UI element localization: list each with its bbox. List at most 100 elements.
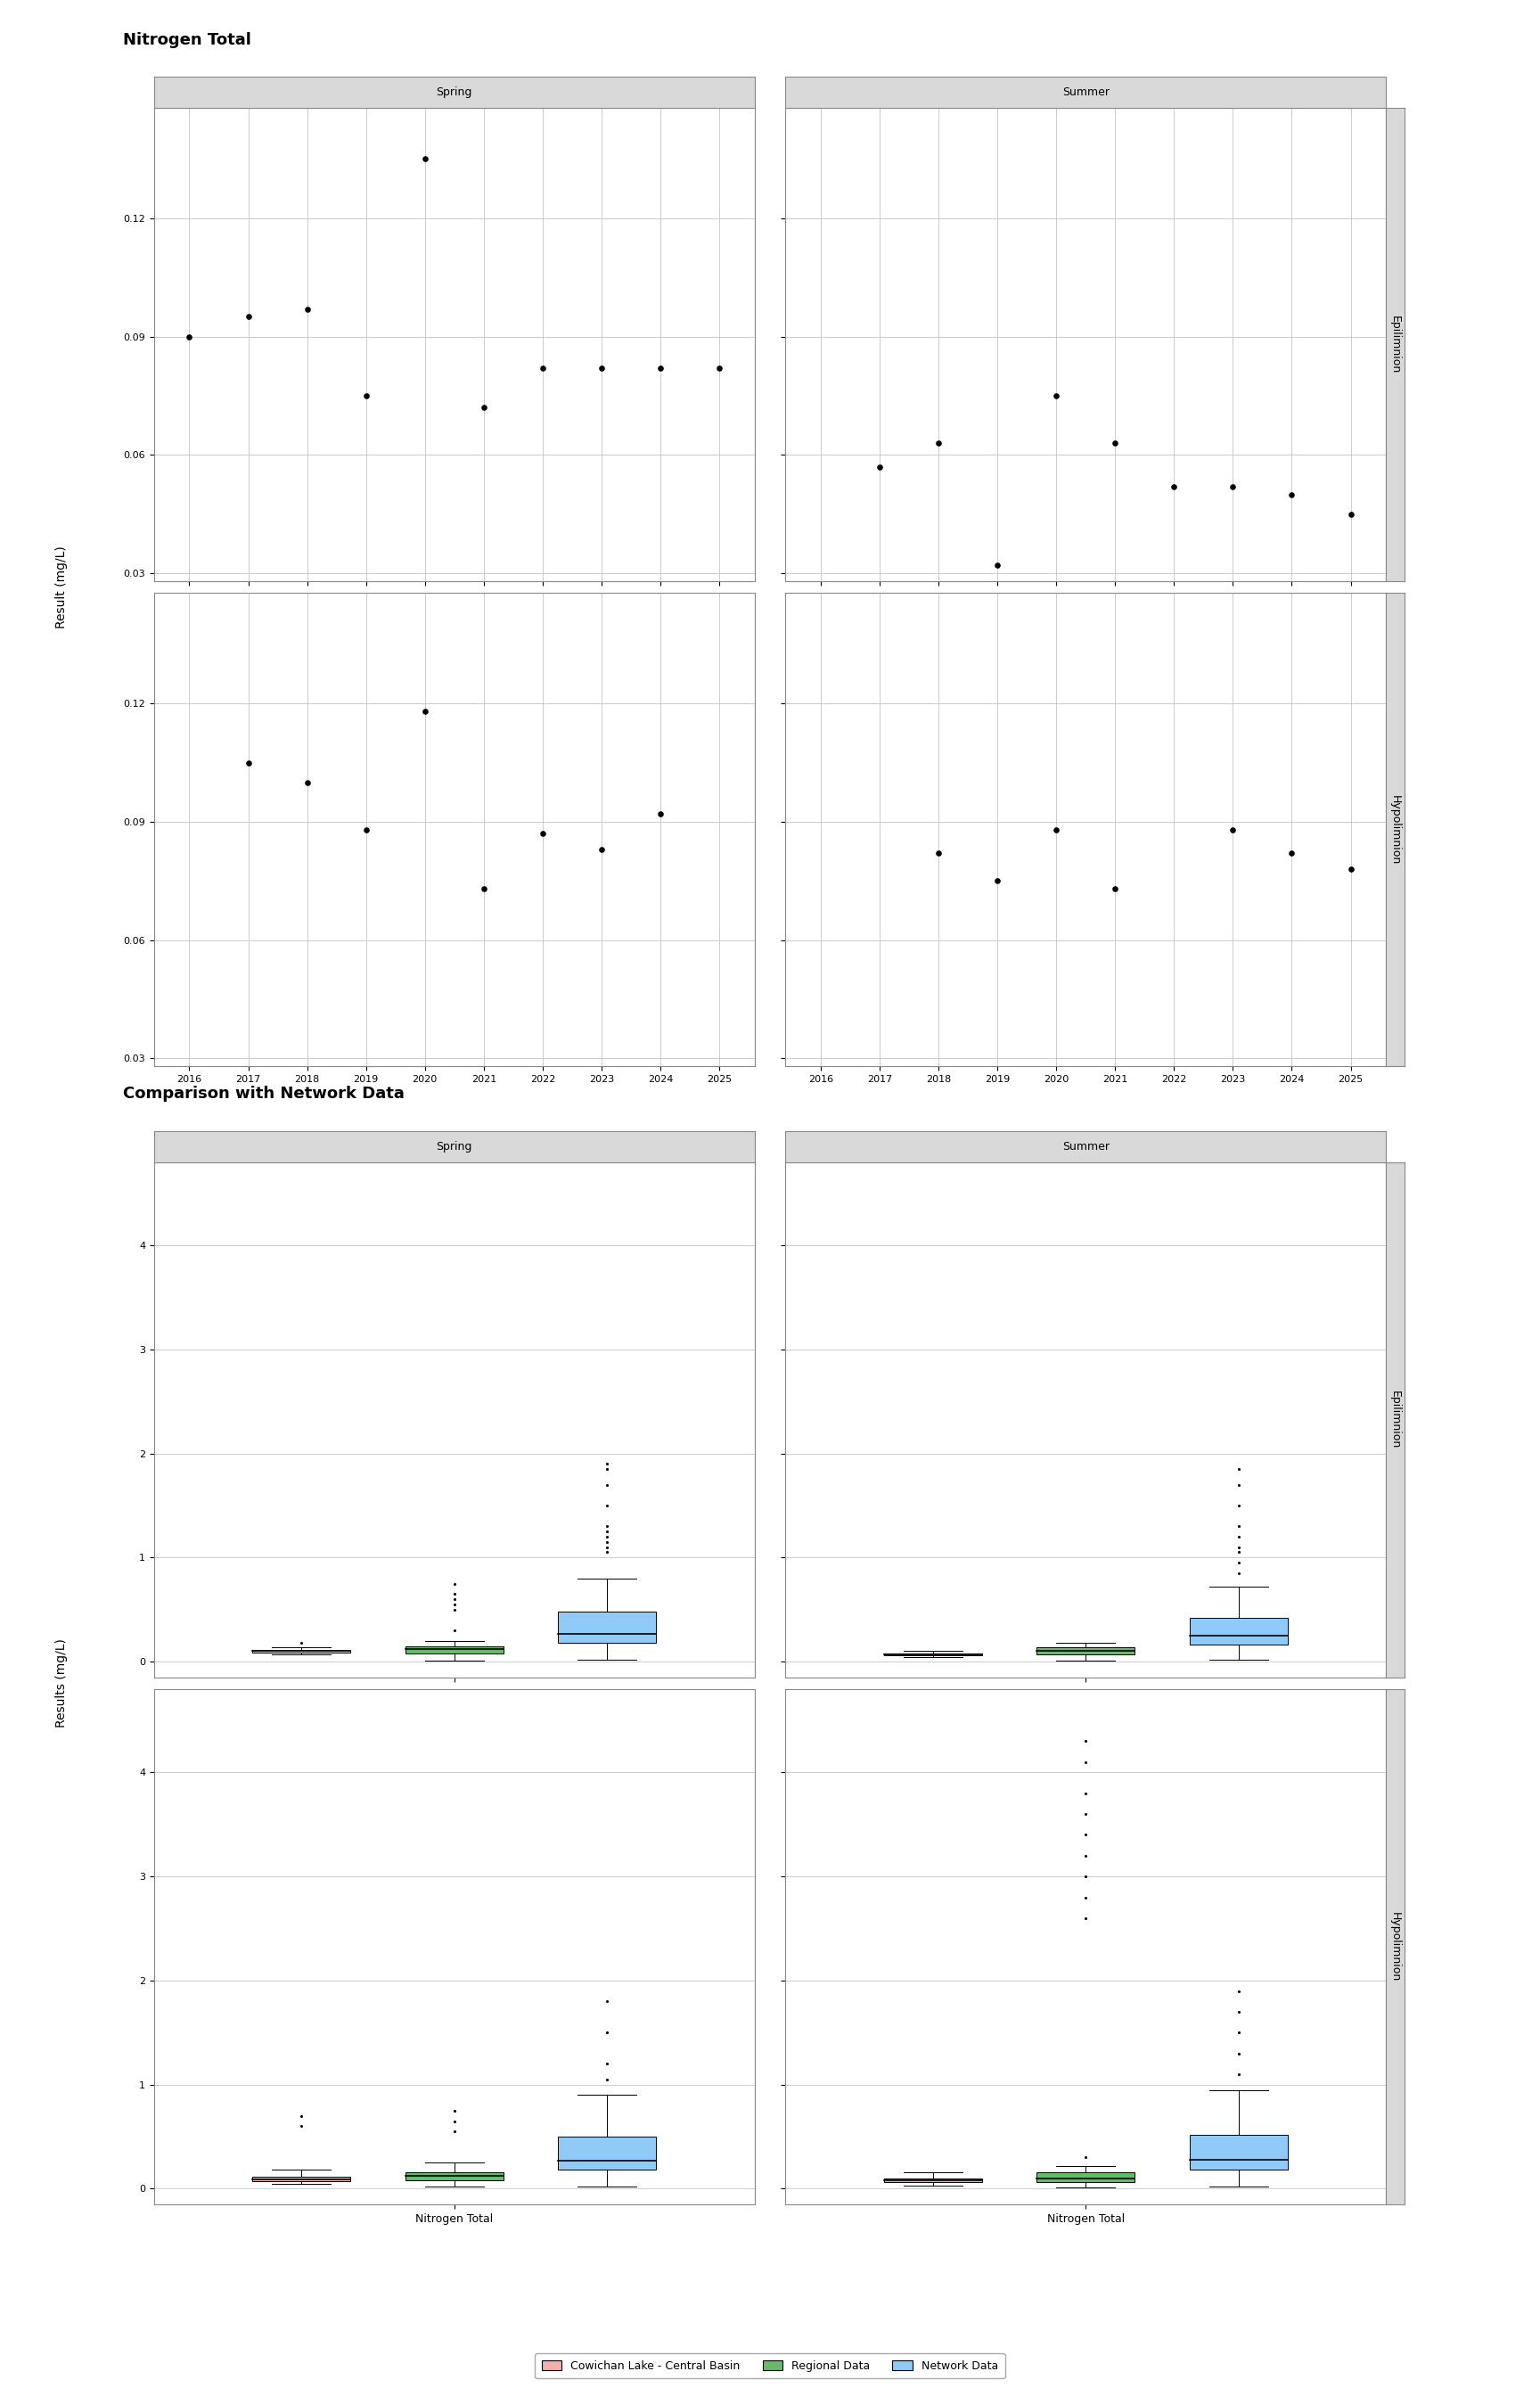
- Text: Result (mg/L): Result (mg/L): [55, 546, 68, 628]
- Point: [530, 815, 554, 853]
- Point: [1226, 1993, 1250, 2032]
- Point: [1226, 2013, 1250, 2051]
- Point: [590, 829, 614, 867]
- Point: [594, 1981, 619, 2020]
- Point: [926, 424, 950, 462]
- Bar: [253, 2176, 351, 2180]
- Text: Comparison with Network Data: Comparison with Network Data: [123, 1085, 405, 1102]
- Point: [294, 290, 319, 328]
- Bar: [884, 2178, 983, 2183]
- Point: [594, 1507, 619, 1545]
- Point: [442, 2113, 467, 2152]
- Point: [1103, 424, 1127, 462]
- Point: [1226, 1450, 1250, 1488]
- Point: [590, 350, 614, 388]
- Point: [1073, 1878, 1098, 1917]
- Text: Nitrogen Total: Nitrogen Total: [123, 31, 251, 48]
- Point: [442, 2101, 467, 2140]
- Point: [471, 388, 496, 426]
- Point: [413, 139, 437, 177]
- Point: [1103, 870, 1127, 908]
- Bar: [1036, 2173, 1135, 2183]
- Bar: [1189, 1617, 1287, 1646]
- Point: [594, 1450, 619, 1488]
- Point: [290, 1624, 314, 1663]
- Bar: [1189, 2135, 1287, 2171]
- Point: [1073, 1857, 1098, 1895]
- Point: [1226, 2034, 1250, 2073]
- Text: Summer: Summer: [1063, 86, 1109, 98]
- Point: [294, 762, 319, 800]
- Legend: Cowichan Lake - Central Basin, Regional Data, Network Data: Cowichan Lake - Central Basin, Regional …: [534, 2353, 1006, 2379]
- Text: Epilimnion: Epilimnion: [1389, 316, 1401, 374]
- Point: [1226, 1529, 1250, 1567]
- Point: [236, 297, 260, 335]
- Point: [1226, 1507, 1250, 1545]
- Point: [1338, 496, 1363, 534]
- Bar: [405, 1646, 504, 1653]
- Point: [594, 2044, 619, 2082]
- Point: [1073, 1835, 1098, 1874]
- Point: [1073, 1773, 1098, 1811]
- Point: [594, 1466, 619, 1505]
- Point: [1226, 1543, 1250, 1581]
- Point: [442, 1565, 467, 1603]
- Text: Results (mg/L): Results (mg/L): [55, 1639, 68, 1728]
- Point: [236, 743, 260, 781]
- Point: [1226, 1486, 1250, 1524]
- Point: [648, 350, 673, 388]
- Point: [926, 834, 950, 872]
- Point: [1226, 1555, 1250, 1593]
- Point: [530, 350, 554, 388]
- Text: Summer: Summer: [1063, 1140, 1109, 1152]
- Point: [1073, 2137, 1098, 2176]
- Text: Epilimnion: Epilimnion: [1389, 1390, 1401, 1450]
- Point: [1073, 1723, 1098, 1761]
- Point: [648, 795, 673, 834]
- Point: [290, 2106, 314, 2144]
- Point: [594, 1533, 619, 1572]
- Point: [354, 376, 379, 415]
- Point: [707, 350, 732, 388]
- Point: [442, 2092, 467, 2130]
- Point: [442, 1610, 467, 1648]
- Point: [1221, 467, 1246, 506]
- Point: [594, 1445, 619, 1483]
- Point: [1280, 834, 1304, 872]
- Point: [413, 692, 437, 731]
- Point: [1073, 1900, 1098, 1938]
- Point: [594, 2013, 619, 2051]
- Bar: [1036, 1648, 1135, 1653]
- Point: [1221, 810, 1246, 848]
- Point: [1226, 1972, 1250, 2010]
- Point: [594, 1486, 619, 1524]
- Text: Spring: Spring: [436, 86, 473, 98]
- Point: [1226, 1466, 1250, 1505]
- Point: [594, 1517, 619, 1555]
- Point: [594, 1529, 619, 1567]
- Point: [1338, 851, 1363, 889]
- Point: [1226, 1533, 1250, 1572]
- Point: [867, 448, 892, 486]
- Point: [594, 1524, 619, 1562]
- Point: [594, 1512, 619, 1550]
- Point: [177, 316, 202, 355]
- Point: [986, 546, 1010, 585]
- Text: Spring: Spring: [436, 1140, 473, 1152]
- Point: [594, 2061, 619, 2099]
- Point: [1073, 1742, 1098, 1780]
- Point: [1044, 810, 1069, 848]
- Text: Hypolimnion: Hypolimnion: [1389, 1912, 1401, 1981]
- Point: [1226, 1517, 1250, 1555]
- Text: Hypolimnion: Hypolimnion: [1389, 795, 1401, 865]
- Point: [354, 810, 379, 848]
- Point: [1044, 376, 1069, 415]
- Point: [471, 870, 496, 908]
- Point: [1226, 2056, 1250, 2094]
- Point: [442, 1579, 467, 1617]
- Point: [442, 1574, 467, 1613]
- Point: [1280, 474, 1304, 513]
- Bar: [557, 2137, 656, 2171]
- Point: [1073, 1795, 1098, 1833]
- Point: [1073, 1816, 1098, 1855]
